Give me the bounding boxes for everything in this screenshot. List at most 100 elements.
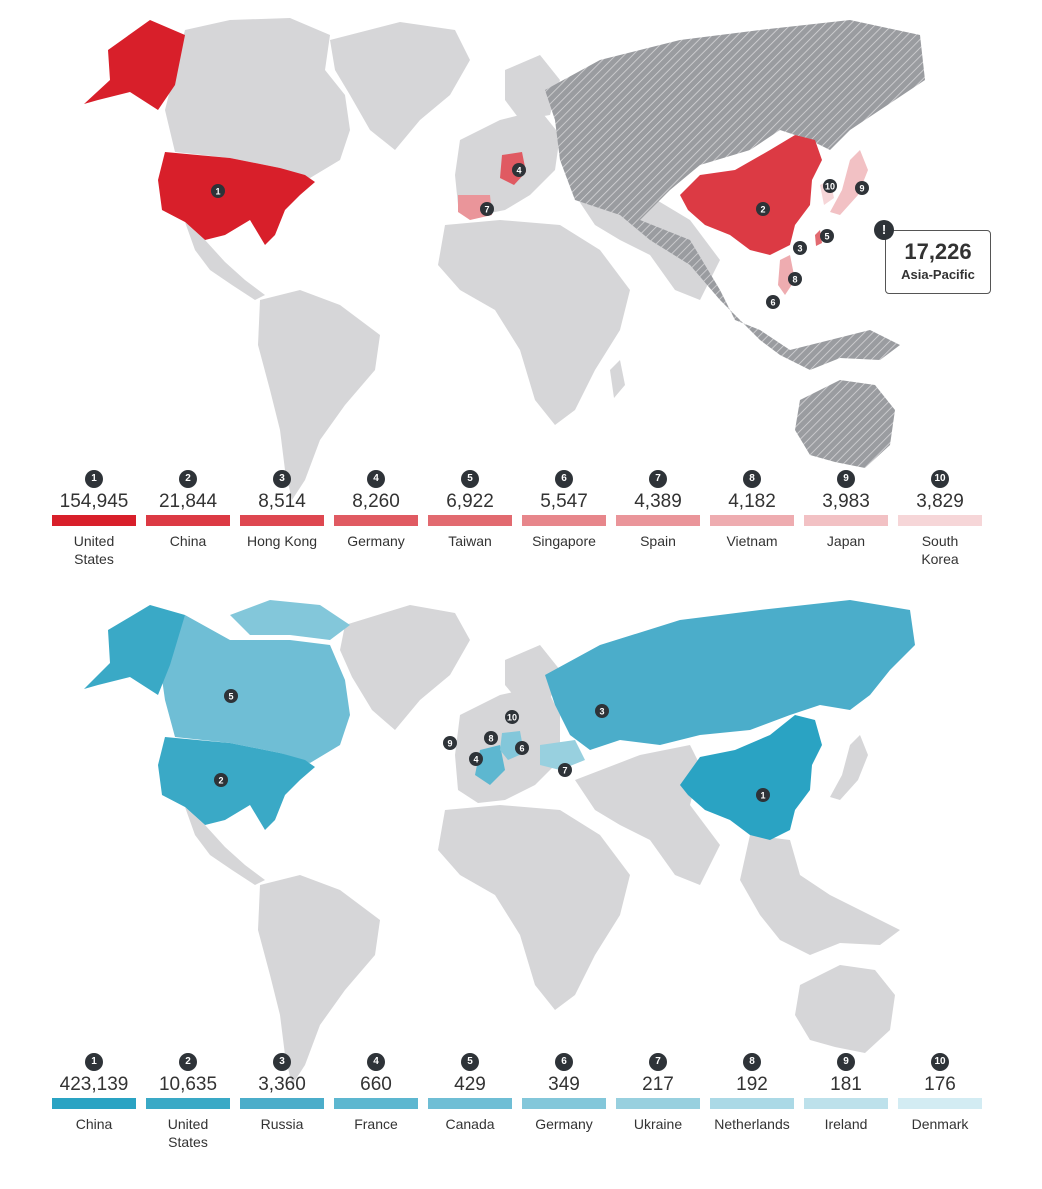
rank-item-1: 1 423,139 China <box>52 1053 136 1133</box>
rank-badge: 9 <box>837 470 855 488</box>
svg-text:3: 3 <box>599 707 604 717</box>
australia-hatched <box>795 380 895 468</box>
rank-value: 3,983 <box>822 491 870 512</box>
rank-label: Denmark <box>911 1116 969 1132</box>
rank-value: 429 <box>454 1074 486 1095</box>
rank-value: 5,547 <box>540 491 588 512</box>
rank-value: 21,844 <box>158 491 218 512</box>
alert-icon: ! <box>874 220 894 240</box>
rank-value: 3,360 <box>258 1074 306 1095</box>
usa-shape <box>158 737 315 830</box>
rank-item-3: 3 8,514 Hong Kong <box>240 470 324 550</box>
svg-text:6: 6 <box>519 744 524 754</box>
svg-text:7: 7 <box>484 205 489 215</box>
svg-text:2: 2 <box>760 205 765 215</box>
rank-badge: 10 <box>931 470 949 488</box>
rank-label: Ukraine <box>633 1116 683 1132</box>
rank-item-10: 10 176 Denmark <box>898 1053 982 1133</box>
rank-color-bar <box>710 1098 794 1109</box>
taiwan-shape <box>815 230 822 246</box>
rank-badge: 5 <box>461 470 479 488</box>
rank-color-bar <box>240 1098 324 1109</box>
rank-value: 8,514 <box>258 491 306 512</box>
asia-pacific-callout: 17,226 Asia-Pacific <box>885 230 991 294</box>
rank-label: Taiwan <box>448 533 492 549</box>
rank-label: Germany <box>535 1116 593 1132</box>
rank-label: United States <box>73 533 115 567</box>
mexico-shape <box>185 807 265 885</box>
rank-badge: 3 <box>273 470 291 488</box>
south-america-shape <box>258 875 380 1085</box>
mexico-shape <box>185 222 265 300</box>
rank-value: 192 <box>736 1074 768 1095</box>
svg-text:1: 1 <box>215 187 220 197</box>
middle-east-shape <box>575 190 720 300</box>
japan-shape <box>830 150 868 215</box>
svg-text:10: 10 <box>825 182 835 192</box>
top-ranking-row: 1 154,945 United States 2 21,844 China 3 8,514 H… <box>52 470 992 590</box>
rank-label: South Korea <box>921 533 959 567</box>
rank-value: 217 <box>642 1074 674 1095</box>
vietnam-shape <box>778 255 795 295</box>
rank-label: Germany <box>347 533 405 549</box>
top-map-panel: 1 2 3 4 5 6 7 8 9 10 17,226 Asia-Pacific… <box>0 0 1042 585</box>
rank-badge: 7 <box>649 1053 667 1071</box>
rank-color-bar <box>428 1098 512 1109</box>
canada-shape <box>165 18 350 178</box>
svg-text:5: 5 <box>228 692 233 702</box>
south-america-shape <box>258 290 380 500</box>
rank-badge: 8 <box>743 470 761 488</box>
rank-badge: 8 <box>743 1053 761 1071</box>
africa-shape <box>438 805 630 1010</box>
greenland-shape <box>330 22 470 150</box>
rank-color-bar <box>522 515 606 526</box>
asia-pacific-hatched <box>545 20 925 370</box>
rank-color-bar <box>616 515 700 526</box>
rank-color-bar <box>428 515 512 526</box>
rank-value: 4,389 <box>634 491 682 512</box>
svg-text:4: 4 <box>516 166 521 176</box>
rank-badge: 2 <box>179 1053 197 1071</box>
rank-value: 176 <box>924 1074 956 1095</box>
rank-color-bar <box>616 1098 700 1109</box>
rank-item-10: 10 3,829 South Korea <box>898 470 982 568</box>
rank-label: China <box>169 533 207 549</box>
rank-color-bar <box>334 1098 418 1109</box>
rank-item-7: 7 217 Ukraine <box>616 1053 700 1133</box>
rank-item-6: 6 5,547 Singapore <box>522 470 606 550</box>
greenland-shape <box>340 605 470 730</box>
top-world-map: 1 2 3 4 5 6 7 8 9 10 <box>84 18 925 500</box>
rank-label: Russia <box>260 1116 304 1132</box>
callout-value: 17,226 <box>904 239 972 264</box>
rank-value: 660 <box>360 1074 392 1095</box>
rank-label: China <box>75 1116 113 1132</box>
rank-label: Japan <box>826 533 866 549</box>
rank-badge: 3 <box>273 1053 291 1071</box>
rank-badge: 4 <box>367 1053 385 1071</box>
rank-label: Vietnam <box>726 533 778 549</box>
rank-value: 8,260 <box>352 491 400 512</box>
rank-value: 349 <box>548 1074 580 1095</box>
callout-label: Asia-Pacific <box>901 267 975 282</box>
rank-item-6: 6 349 Germany <box>522 1053 606 1133</box>
svg-text:7: 7 <box>562 766 567 776</box>
svg-text:2: 2 <box>218 776 223 786</box>
rank-badge: 1 <box>85 1053 103 1071</box>
rank-item-2: 2 21,844 China <box>146 470 230 550</box>
madagascar-shape <box>610 360 625 398</box>
alaska-shape <box>84 20 185 110</box>
rank-color-bar <box>240 515 324 526</box>
china-shape <box>680 135 822 255</box>
rank-badge: 6 <box>555 470 573 488</box>
svg-text:8: 8 <box>488 734 493 744</box>
rank-value: 3,829 <box>916 491 964 512</box>
top-map-markers: 1 2 3 4 5 6 7 8 9 10 <box>211 163 869 309</box>
rank-item-1: 1 154,945 United States <box>52 470 136 568</box>
rank-badge: 4 <box>367 470 385 488</box>
arctic-islands-shape <box>230 600 350 640</box>
rank-item-9: 9 3,983 Japan <box>804 470 888 550</box>
rank-color-bar <box>898 515 982 526</box>
rank-color-bar <box>146 1098 230 1109</box>
rank-label: Ireland <box>824 1116 868 1132</box>
rank-badge: 1 <box>85 470 103 488</box>
